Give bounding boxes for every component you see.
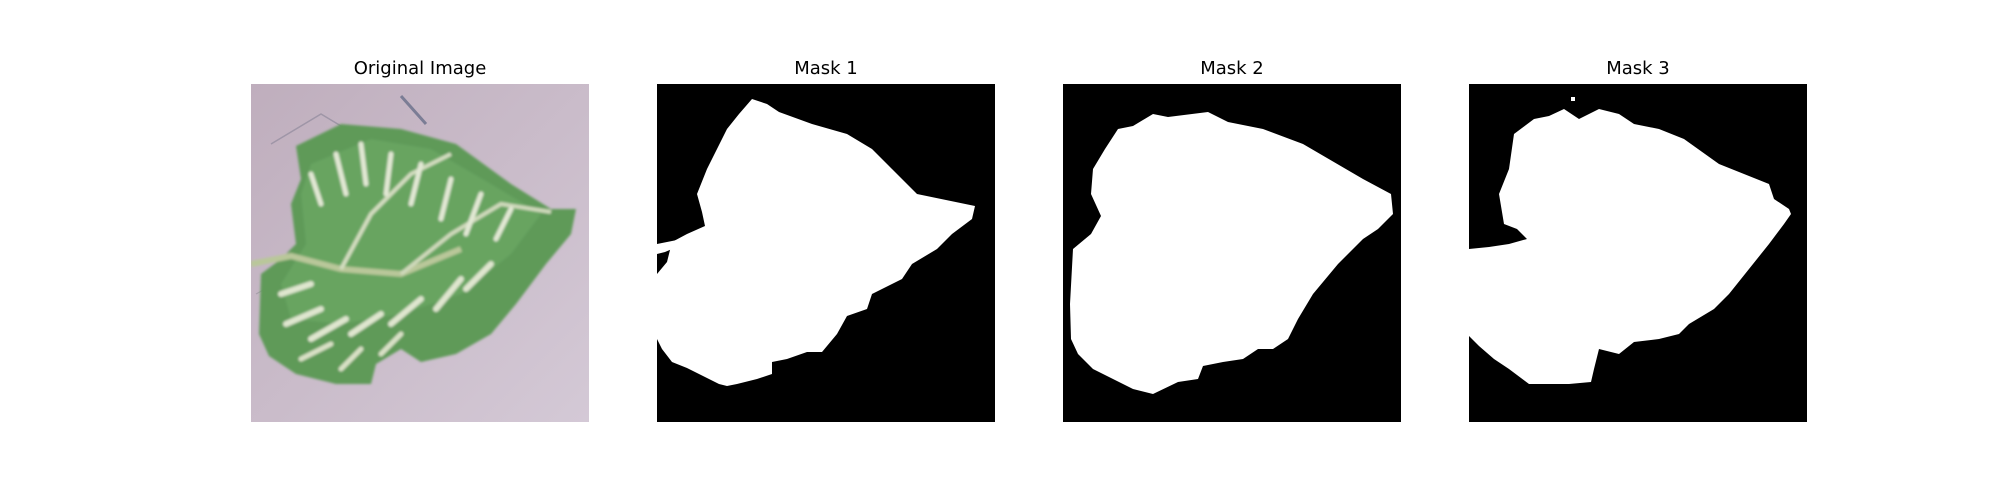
- panel-title-mask-2: Mask 2: [1200, 58, 1264, 79]
- leaf-photo: [251, 84, 589, 422]
- mask-1-image: [657, 84, 995, 422]
- panel-title-mask-3: Mask 3: [1606, 58, 1670, 79]
- mask-2: [1063, 84, 1401, 422]
- mask-3: [1469, 84, 1807, 422]
- mask-1: [657, 84, 995, 422]
- mask-2-image: [1063, 84, 1401, 422]
- panel-title-mask-1: Mask 1: [794, 58, 858, 79]
- mask-3-image: [1469, 84, 1807, 422]
- panel-title-original-image: Original Image: [353, 58, 487, 79]
- original-image: [251, 84, 589, 422]
